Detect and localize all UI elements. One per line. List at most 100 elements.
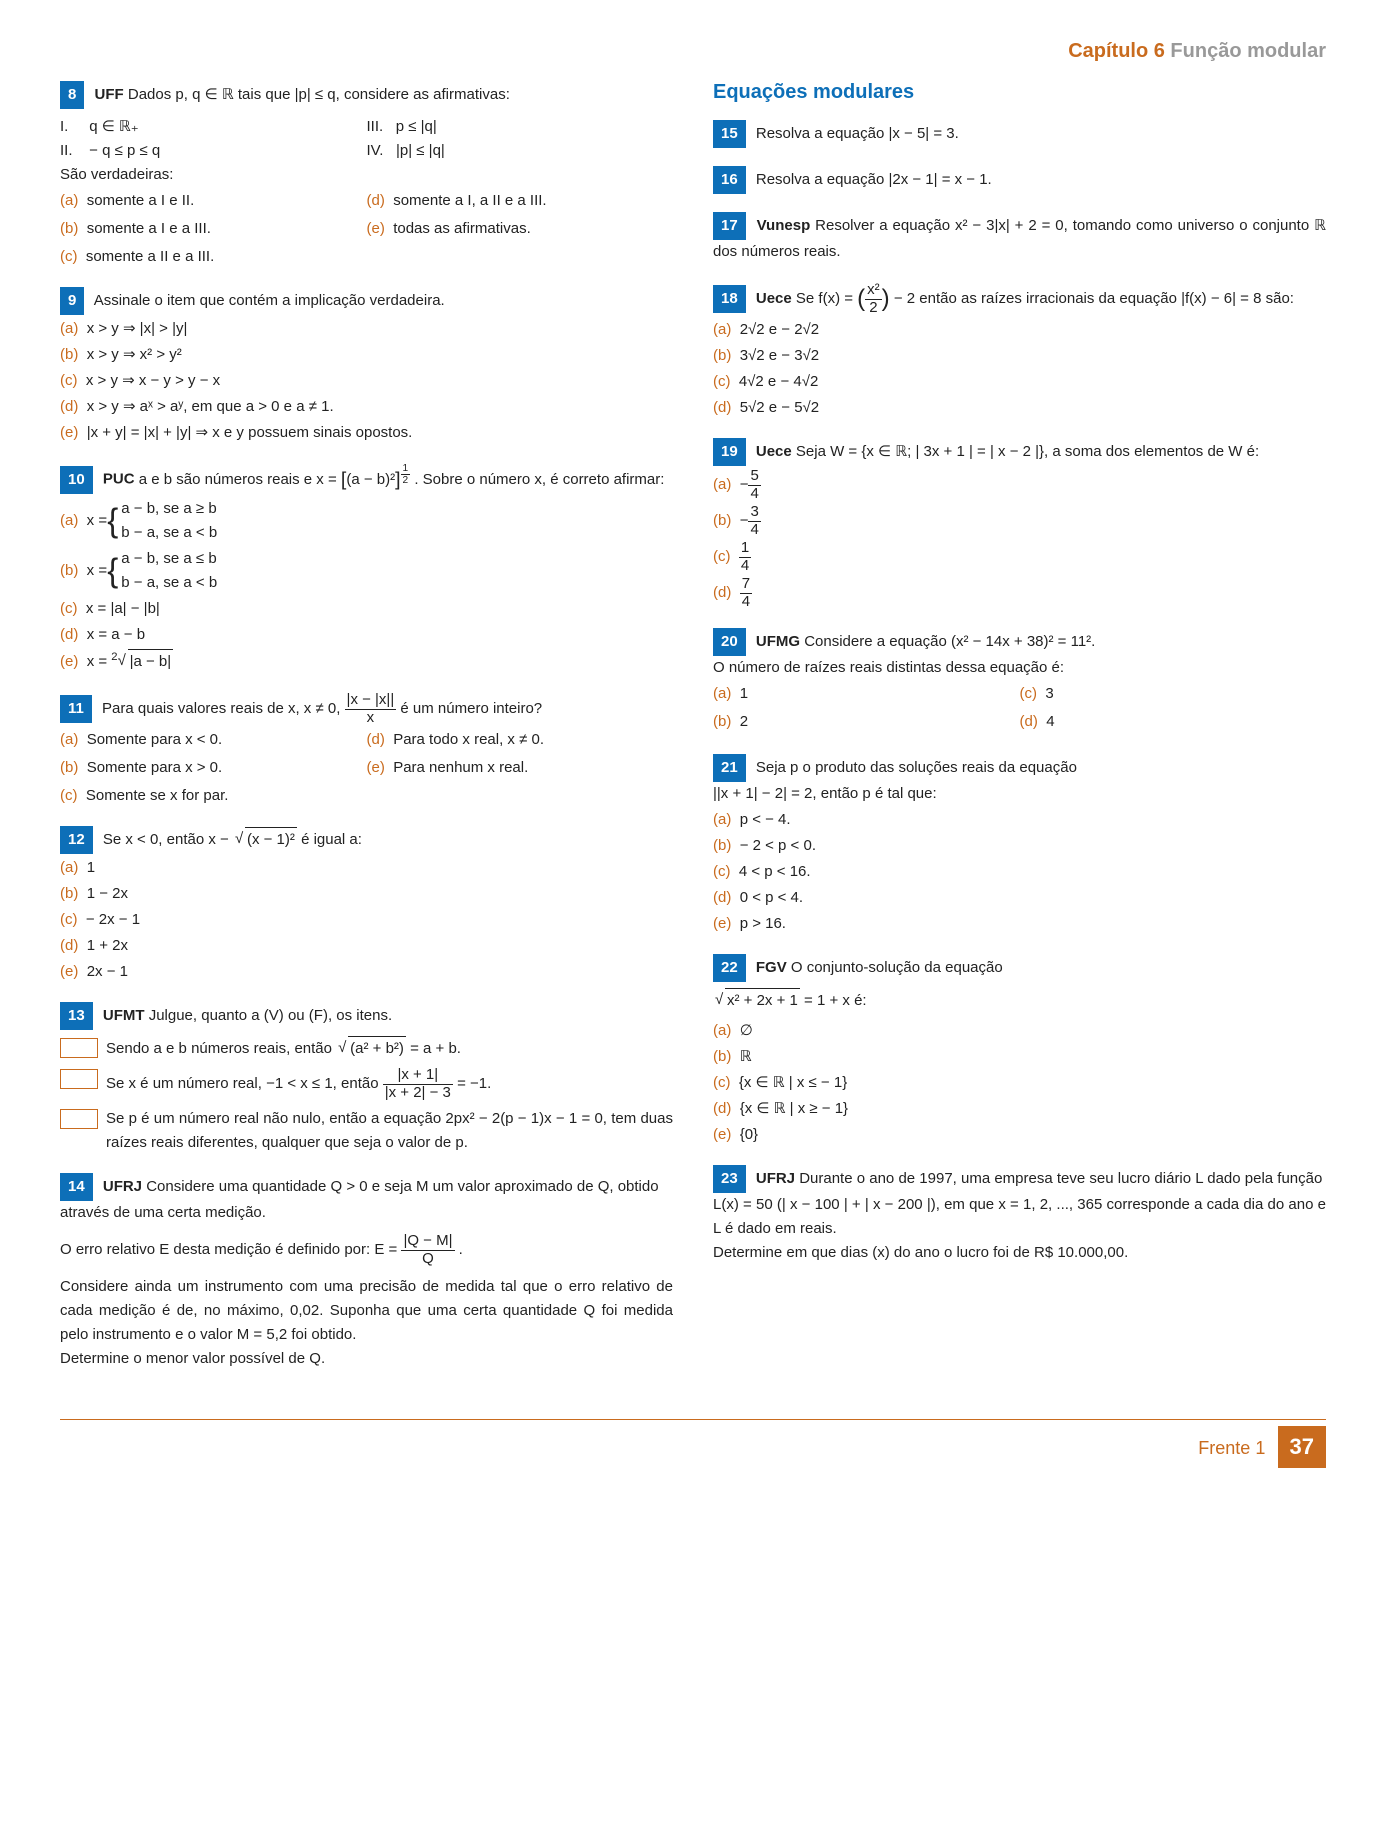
question-statement: O conjunto-solução da equação: [791, 959, 1003, 976]
question-statement-3: Considere ainda um instrumento com uma p…: [60, 1275, 673, 1347]
body-columns: 8 UFF Dados p, q ∈ ℝ tais que |p| ≤ q, c…: [60, 81, 1326, 1389]
checkbox-icon[interactable]: [60, 1109, 98, 1129]
section-title: Equações modulares: [713, 81, 1326, 104]
question-statement-2: L(x) = 50 (| x − 100 | + | x − 200 |), e…: [713, 1193, 1326, 1241]
question-statement: Seja W = {x ∈ ℝ; | 3x + 1 | = | x − 2 |}…: [796, 443, 1259, 460]
opt-b: (b) −34: [713, 504, 1326, 538]
question-source: FGV: [756, 959, 787, 976]
question-number: 9: [60, 287, 84, 315]
opt-b: (b) − 2 < p < 0.: [713, 834, 1326, 858]
question-statement: Dados p, q ∈ ℝ tais que |p| ≤ q, conside…: [128, 86, 510, 103]
opts-row-2: (b) 2 (d) 4: [713, 708, 1326, 736]
question-statement: Para quais valores reais de x, x ≠ 0, |x…: [102, 700, 542, 717]
question-source: PUC: [103, 471, 135, 488]
page: Capítulo 6 Função modular 8 UFF Dados p,…: [0, 0, 1386, 1800]
opts-row-1: (a) somente a I e II. (d) somente a I, a…: [60, 187, 673, 215]
opt-c: (c) Somente se x for par.: [60, 784, 673, 808]
opt-c: (c) x = |a| − |b|: [60, 597, 673, 621]
question-statement: Resolva a equação |2x − 1| = x − 1.: [756, 171, 992, 188]
question-statement: Se x < 0, então x − (x − 1)² é igual a:: [103, 831, 362, 848]
question-source: UFF: [95, 86, 124, 103]
question-18: 18 Uece Se f(x) = (x²2) − 2 então as raí…: [713, 282, 1326, 420]
checkbox-icon[interactable]: [60, 1038, 98, 1058]
question-number: 22: [713, 954, 746, 982]
opt-a: (a) Somente para x < 0.: [60, 728, 367, 752]
opt-b: (b) ℝ: [713, 1045, 1326, 1069]
question-number: 11: [60, 695, 92, 723]
opt-c: (c) somente a II e a III.: [60, 245, 673, 269]
opt-d: (d) somente a I, a II e a III.: [367, 189, 674, 213]
question-statement: a e b são números reais e x = [(a − b)²]…: [139, 471, 665, 488]
question-17: 17 Vunesp Resolver a equação x² − 3|x| +…: [713, 212, 1326, 264]
tf-item-3: Se p é um número real não nulo, então a …: [60, 1107, 673, 1155]
question-number: 17: [713, 212, 746, 240]
chapter-title: Função modular: [1170, 40, 1326, 62]
opt-d: (d) {x ∈ ℝ | x ≥ − 1}: [713, 1097, 1326, 1121]
question-statement: Se f(x) = (x²2) − 2 então as raízes irra…: [796, 290, 1294, 307]
roman-ii: II. − q ≤ p ≤ q: [60, 139, 367, 163]
left-column: 8 UFF Dados p, q ∈ ℝ tais que |p| ≤ q, c…: [60, 81, 673, 1389]
opt-b: (b) 1 − 2x: [60, 882, 673, 906]
opt-d: (d) 5√2 e − 5√2: [713, 396, 1326, 420]
question-statement-2: ||x + 1| − 2| = 2, então p é tal que:: [713, 782, 1326, 806]
opt-d: (d) 0 < p < 4.: [713, 886, 1326, 910]
page-footer: Frente 1 37: [60, 1426, 1326, 1468]
roman-iii: III. p ≤ |q|: [367, 115, 674, 139]
question-number: 18: [713, 285, 746, 313]
opt-e: (e) x = 2|a − b|: [60, 649, 673, 674]
question-statement-1: Considere uma quantidade Q > 0 e seja M …: [60, 1178, 659, 1221]
checkbox-icon[interactable]: [60, 1069, 98, 1089]
footer-rule: [60, 1419, 1326, 1420]
roman-row-1: I. q ∈ ℝ₊ III. p ≤ |q|: [60, 115, 673, 139]
opt-a: (a) p < − 4.: [713, 808, 1326, 832]
opt-e: (e) Para nenhum x real.: [367, 756, 674, 780]
question-number: 10: [60, 466, 93, 494]
question-statement-3: Determine em que dias (x) do ano o lucro…: [713, 1241, 1326, 1265]
question-statement-2: O número de raízes reais distintas dessa…: [713, 656, 1326, 680]
opt-b: (b) Somente para x > 0.: [60, 756, 367, 780]
opt-e: (e) todas as afirmativas.: [367, 217, 674, 241]
question-source: UFMG: [756, 633, 800, 650]
opt-c: (c) x > y ⇒ x − y > y − x: [60, 369, 673, 393]
opt-b: (b) somente a I e a III.: [60, 217, 367, 241]
question-statement-2: O erro relativo E desta medição é defini…: [60, 1233, 673, 1267]
question-source: UFRJ: [756, 1170, 795, 1187]
question-statement-1: Seja p o produto das soluções reais da e…: [756, 759, 1077, 776]
equation: x² + 2x + 1 = 1 + x é:: [713, 988, 1326, 1013]
question-statement: Julgue, quanto a (V) ou (F), os itens.: [149, 1007, 392, 1024]
opt-a: (a) x = a − b, se a ≥ bb − a, se a < b: [60, 497, 673, 545]
question-16: 16 Resolva a equação |2x − 1| = x − 1.: [713, 166, 1326, 194]
question-13: 13 UFMT Julgue, quanto a (V) ou (F), os …: [60, 1002, 673, 1155]
chapter-header: Capítulo 6 Função modular: [60, 40, 1326, 63]
opt-e: (e) |x + y| = |x| + |y| ⇒ x e y possuem …: [60, 421, 673, 445]
opt-d: (d) 74: [713, 576, 1326, 610]
opt-a: (a) ∅: [713, 1019, 1326, 1043]
frente-label: Frente 1: [1198, 1438, 1265, 1458]
opts-row-2: (b) somente a I e a III. (e) todas as af…: [60, 215, 673, 243]
tf-item-2: Se x é um número real, −1 < x ≤ 1, então…: [60, 1067, 673, 1101]
question-number: 13: [60, 1002, 93, 1030]
opt-b: (b) 2: [713, 710, 1020, 734]
opt-c: (c) {x ∈ ℝ | x ≤ − 1}: [713, 1071, 1326, 1095]
question-number: 19: [713, 438, 746, 466]
question-statement: Assinale o item que contém a implicação …: [94, 292, 445, 309]
opts-row-1: (a) 1 (c) 3: [713, 680, 1326, 708]
opt-a: (a) x > y ⇒ |x| > |y|: [60, 317, 673, 341]
opt-a: (a) 2√2 e − 2√2: [713, 318, 1326, 342]
page-number: 37: [1278, 1426, 1326, 1468]
question-source: Uece: [756, 443, 792, 460]
chapter-label: Capítulo 6: [1068, 40, 1165, 62]
right-column: Equações modulares 15 Resolva a equação …: [713, 81, 1326, 1389]
question-number: 12: [60, 826, 93, 854]
question-source: UFRJ: [103, 1178, 142, 1195]
opt-a: (a) 1: [713, 682, 1020, 706]
question-number: 23: [713, 1165, 746, 1193]
question-source: Uece: [756, 290, 792, 307]
question-number: 16: [713, 166, 746, 194]
question-12: 12 Se x < 0, então x − (x − 1)² é igual …: [60, 826, 673, 984]
question-source: UFMT: [103, 1007, 145, 1024]
opt-e: (e) p > 16.: [713, 912, 1326, 936]
opt-b: (b) 3√2 e − 3√2: [713, 344, 1326, 368]
question-statement-1: Considere a equação (x² − 14x + 38)² = 1…: [804, 633, 1095, 650]
opt-a: (a) −54: [713, 468, 1326, 502]
